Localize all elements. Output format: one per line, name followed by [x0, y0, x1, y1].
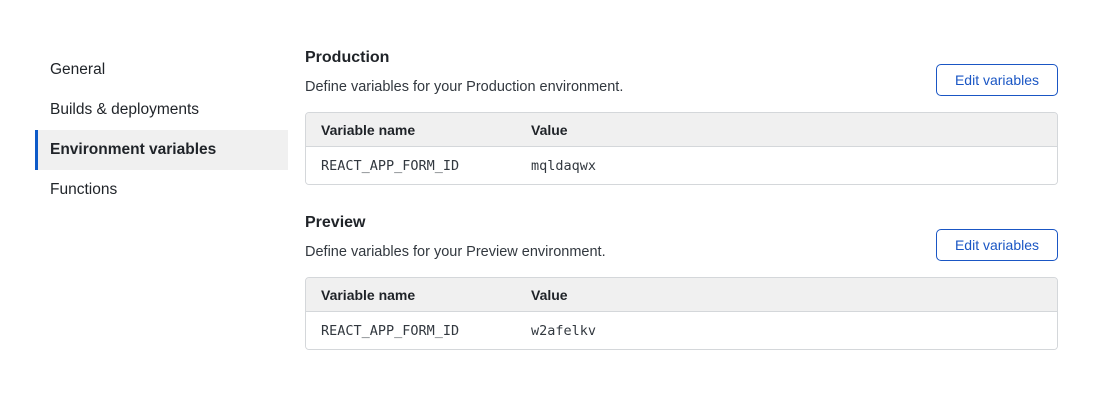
preview-section-title: Preview	[305, 214, 366, 231]
page-title: Production	[305, 49, 390, 66]
preview-section-header: Preview Define variables for your Previe…	[305, 211, 1058, 263]
production-section-header: Production Define variables for your Pro…	[305, 46, 1058, 98]
settings-sidebar: General Builds & deployments Environment…	[35, 50, 288, 210]
cell-variable-value: w2afelkv	[531, 322, 597, 339]
sidebar-item-label: Builds & deployments	[50, 101, 200, 118]
preview-section-description: Define variables for your Preview enviro…	[305, 244, 606, 260]
sidebar-item-environment-variables[interactable]: Environment variables	[35, 130, 288, 170]
production-section-description: Define variables for your Production env…	[305, 79, 624, 95]
column-header-variable-name: Variable name	[321, 121, 416, 138]
edit-variables-button-production[interactable]: Edit variables	[936, 64, 1058, 96]
sidebar-item-builds-and-deployments[interactable]: Builds & deployments	[35, 90, 288, 130]
preview-variables-table: Variable name Value REACT_APP_FORM_ID w2…	[305, 277, 1058, 350]
table-row: REACT_APP_FORM_ID w2afelkv	[306, 312, 1057, 349]
sidebar-item-label: Functions	[50, 181, 118, 198]
edit-variables-button-preview[interactable]: Edit variables	[936, 229, 1058, 261]
sidebar-item-functions[interactable]: Functions	[35, 170, 288, 210]
cell-variable-name: REACT_APP_FORM_ID	[321, 322, 460, 339]
sidebar-item-label: General	[50, 61, 106, 78]
column-header-value: Value	[531, 286, 568, 303]
cell-variable-name: REACT_APP_FORM_ID	[321, 157, 460, 174]
sidebar-item-label: Environment variables	[50, 141, 217, 158]
table-header-row: Variable name Value	[306, 278, 1057, 312]
environment-variables-content: Production Define variables for your Pro…	[305, 46, 1058, 350]
table-row: REACT_APP_FORM_ID mqldaqwx	[306, 147, 1057, 184]
column-header-variable-name: Variable name	[321, 286, 416, 303]
column-header-value: Value	[531, 121, 568, 138]
production-variables-table: Variable name Value REACT_APP_FORM_ID mq…	[305, 112, 1058, 185]
sidebar-item-general[interactable]: General	[35, 50, 288, 90]
production-section: Production Define variables for your Pro…	[305, 46, 1058, 185]
preview-section: Preview Define variables for your Previe…	[305, 211, 1058, 350]
table-header-row: Variable name Value	[306, 113, 1057, 147]
cell-variable-value: mqldaqwx	[531, 157, 597, 174]
